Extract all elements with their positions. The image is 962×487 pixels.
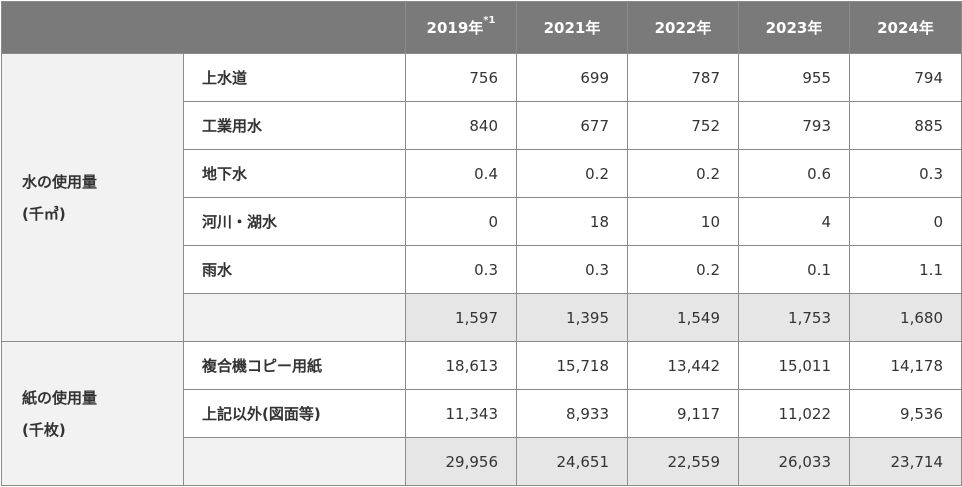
- row-label: 複合機コピー用紙: [183, 341, 406, 390]
- total-value: 22,559: [627, 437, 739, 486]
- cell-value: 793: [738, 101, 850, 150]
- total-label-blank: [183, 437, 406, 486]
- row-label: 上水道: [183, 53, 406, 102]
- cell-value: 0: [405, 197, 517, 246]
- table-row: 地下水 0.4 0.2 0.2 0.6 0.3: [2, 149, 962, 198]
- total-label-blank: [183, 293, 406, 342]
- cell-value: 699: [516, 53, 628, 102]
- cell-value: 0.2: [516, 149, 628, 198]
- cell-value: 0.6: [738, 149, 850, 198]
- cell-value: 18: [516, 197, 628, 246]
- cell-value: 18,613: [405, 341, 517, 390]
- row-label: 工業用水: [183, 101, 406, 150]
- cell-value: 11,022: [738, 389, 850, 438]
- cell-value: 840: [405, 101, 517, 150]
- cell-value: 955: [738, 53, 850, 102]
- paper-total-row: 29,956 24,651 22,559 26,033 23,714: [2, 437, 962, 486]
- cell-value: 0.4: [405, 149, 517, 198]
- cell-value: 15,718: [516, 341, 628, 390]
- cell-value: 0.3: [849, 149, 962, 198]
- cell-value: 677: [516, 101, 628, 150]
- cell-value: 0: [849, 197, 962, 246]
- total-value: 1,753: [738, 293, 850, 342]
- table-row: 水の使用量 (千㎥) 上水道 756 699 787 955 794: [1, 53, 962, 342]
- header-blank-cell: [1, 1, 406, 54]
- cell-value: 4: [738, 197, 850, 246]
- table-row: 工業用水 840 677 752 793 885: [2, 101, 962, 150]
- cell-value: 787: [627, 53, 739, 102]
- water-total-row: 1,597 1,395 1,549 1,753 1,680: [2, 293, 962, 342]
- header-year-2024: 2024年: [849, 1, 962, 54]
- header-year-2021: 2021年: [516, 1, 628, 54]
- row-label: 地下水: [183, 149, 406, 198]
- cell-value: 885: [849, 101, 962, 150]
- paper-group-label: 紙の使用量 (千枚): [1, 341, 184, 486]
- cell-value: 9,536: [849, 389, 962, 438]
- cell-value: 0.3: [516, 245, 628, 294]
- table-row: 上記以外(図面等) 11,343 8,933 9,117 11,022 9,53…: [2, 389, 962, 438]
- total-value: 1,597: [405, 293, 517, 342]
- cell-value: 0.2: [627, 149, 739, 198]
- total-value: 23,714: [849, 437, 962, 486]
- total-value: 24,651: [516, 437, 628, 486]
- cell-value: 14,178: [849, 341, 962, 390]
- header-year-2019: 2019年*1: [405, 1, 517, 54]
- row-label: 上記以外(図面等): [183, 389, 406, 438]
- cell-value: 1.1: [849, 245, 962, 294]
- total-value: 29,956: [405, 437, 517, 486]
- total-value: 1,680: [849, 293, 962, 342]
- header-year-2023: 2023年: [738, 1, 850, 54]
- cell-value: 794: [849, 53, 962, 102]
- cell-value: 0.2: [627, 245, 739, 294]
- cell-value: 13,442: [627, 341, 739, 390]
- table-row: 河川・湖水 0 18 10 4 0: [2, 197, 962, 246]
- total-value: 1,549: [627, 293, 739, 342]
- cell-value: 8,933: [516, 389, 628, 438]
- table-row: 雨水 0.3 0.3 0.2 0.1 1.1: [2, 245, 962, 294]
- total-value: 1,395: [516, 293, 628, 342]
- row-label: 河川・湖水: [183, 197, 406, 246]
- total-value: 26,033: [738, 437, 850, 486]
- cell-value: 0.3: [405, 245, 517, 294]
- water-group-label: 水の使用量 (千㎥): [1, 53, 184, 342]
- cell-value: 0.1: [738, 245, 850, 294]
- cell-value: 756: [405, 53, 517, 102]
- footnote-mark: *1: [483, 15, 496, 26]
- table-row: 紙の使用量 (千枚) 複合機コピー用紙 18,613 15,718 13,442…: [1, 341, 962, 486]
- cell-value: 11,343: [405, 389, 517, 438]
- header-row: 2019年*1 2021年 2022年 2023年 2024年: [1, 1, 962, 54]
- cell-value: 752: [627, 101, 739, 150]
- header-year-2022: 2022年: [627, 1, 739, 54]
- cell-value: 10: [627, 197, 739, 246]
- row-label: 雨水: [183, 245, 406, 294]
- cell-value: 9,117: [627, 389, 739, 438]
- cell-value: 15,011: [738, 341, 850, 390]
